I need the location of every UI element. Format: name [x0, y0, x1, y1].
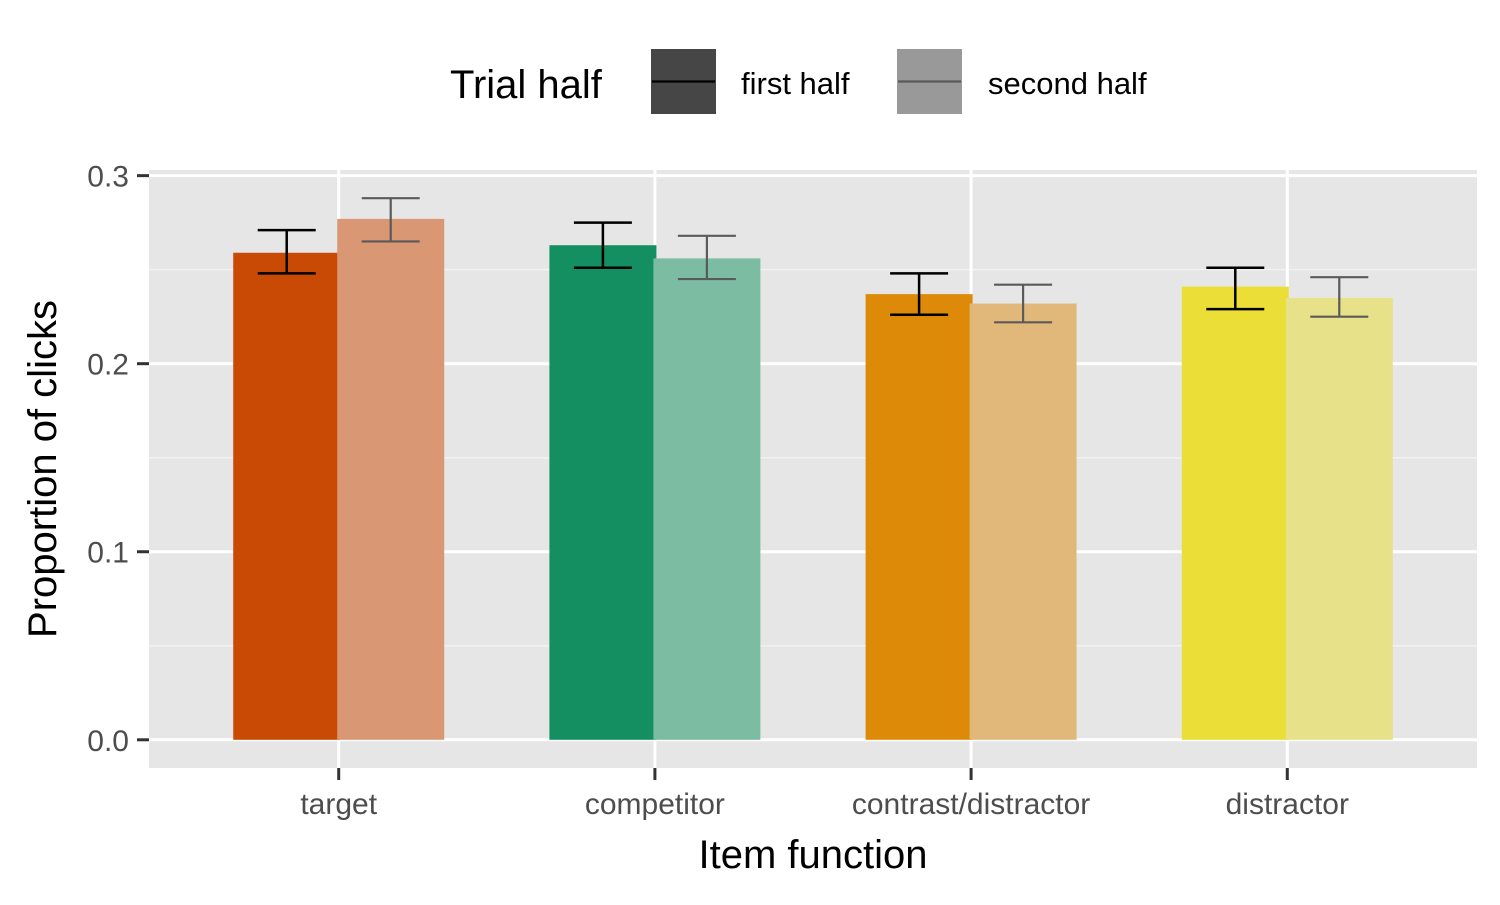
bar-first-half-competitor: [549, 245, 657, 740]
bar-second-half-target: [337, 218, 445, 740]
error-bar: [1206, 266, 1265, 311]
axes: 0.0 0.1 0.2 0.3 target competitor contrast/dis…: [87, 161, 1349, 821]
bar-second-half-competitor: [653, 258, 761, 740]
error-bar: [361, 197, 420, 243]
bar-first-half-distractor: [1181, 286, 1289, 740]
bars: [233, 218, 1393, 740]
y-tick-label: 0.3: [87, 161, 129, 194]
error-bar: [677, 234, 736, 281]
legend-item-first-half: first half: [649, 47, 850, 116]
y-tick-label: 0.0: [87, 725, 129, 758]
error-bar: [994, 283, 1053, 324]
x-tick-label: distractor: [1226, 788, 1349, 821]
legend: Trial half first half second half: [450, 47, 1147, 116]
legend-label: second half: [988, 66, 1147, 101]
bar-second-half-distractor: [1285, 297, 1393, 740]
error-bars: [257, 197, 1369, 324]
x-tick-label: competitor: [585, 788, 725, 821]
y-axis-title: Proportion of clicks: [21, 300, 65, 638]
error-bar: [1310, 276, 1369, 318]
error-bar: [257, 228, 316, 275]
x-tick-label: target: [300, 788, 377, 821]
y-tick-label: 0.1: [87, 537, 129, 570]
legend-title: Trial half: [450, 63, 603, 107]
bar-second-half-contrast-distractor: [969, 303, 1077, 740]
legend-item-second-half: second half: [895, 47, 1147, 116]
error-bar: [573, 221, 632, 270]
x-axis-title: Item function: [698, 833, 927, 877]
y-tick-label: 0.2: [87, 349, 129, 382]
error-bar: [890, 272, 949, 317]
bar-first-half-contrast-distractor: [865, 294, 973, 740]
bar-first-half-target: [233, 252, 341, 740]
legend-label: first half: [741, 66, 850, 101]
x-tick-label: contrast/distractor: [852, 788, 1090, 821]
